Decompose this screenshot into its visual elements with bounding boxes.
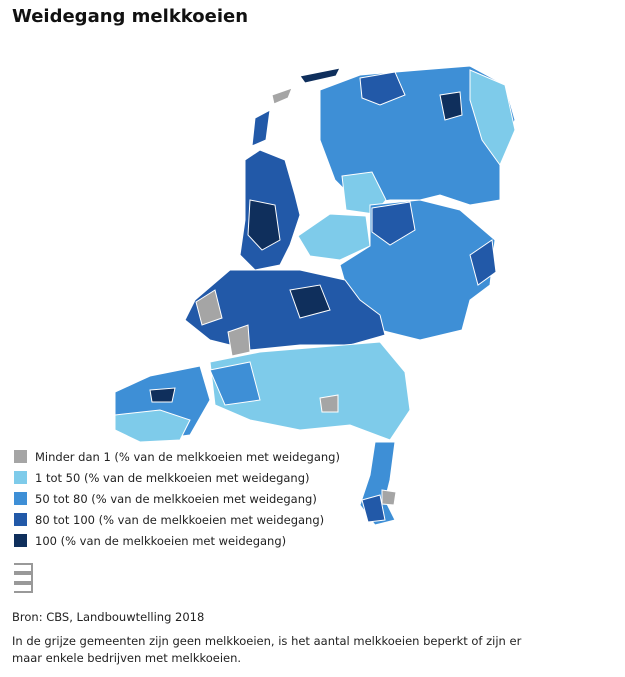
legend-swatch: [14, 534, 27, 547]
legend-label: 50 tot 80 (% van de melkkoeien met weide…: [35, 491, 317, 506]
region: [114, 409, 191, 443]
logo: [14, 563, 33, 593]
region: [469, 239, 497, 286]
region: [209, 341, 411, 441]
legend-item: 100 (% van de melkkoeien met weidegang): [14, 530, 340, 551]
source: Bron: CBS, Landbouwtelling 2018: [12, 610, 205, 624]
legend-label: 100 (% van de melkkoeien met weidegang): [35, 533, 287, 548]
legend-item: 1 tot 50 (% van de melkkoeien met weideg…: [14, 467, 340, 488]
region: [195, 289, 223, 326]
legend-item: Minder dan 1 (% van de melkkoeien met we…: [14, 446, 340, 467]
map: [114, 65, 516, 526]
region: [361, 494, 386, 523]
region: [271, 87, 293, 105]
region: [209, 361, 261, 406]
region: [319, 394, 339, 413]
region: [469, 69, 516, 167]
legend-label: Minder dan 1 (% van de melkkoeien met we…: [35, 449, 340, 464]
legend-swatch: [14, 492, 27, 505]
region: [227, 324, 251, 357]
legend-swatch: [14, 450, 27, 463]
legend-label: 1 tot 50 (% van de melkkoeien met weideg…: [35, 470, 310, 485]
legend: Minder dan 1 (% van de melkkoeien met we…: [14, 446, 340, 551]
region: [251, 109, 271, 147]
region: [371, 201, 416, 246]
legend-swatch: [14, 471, 27, 484]
note: In de grijze gemeenten zijn geen melkkoe…: [12, 634, 522, 665]
region: [359, 71, 406, 106]
region: [149, 387, 176, 403]
region: [247, 199, 281, 251]
region: [289, 284, 331, 319]
title: Weidegang melkkoeien: [12, 6, 249, 27]
legend-item: 80 tot 100 (% van de melkkoeien met weid…: [14, 509, 340, 530]
region: [381, 489, 397, 506]
legend-item: 50 tot 80 (% van de melkkoeien met weide…: [14, 488, 340, 509]
legend-swatch: [14, 513, 27, 526]
regions: [114, 65, 516, 526]
legend-label: 80 tot 100 (% van de melkkoeien met weid…: [35, 512, 325, 527]
region: [299, 67, 341, 84]
region: [439, 91, 463, 121]
